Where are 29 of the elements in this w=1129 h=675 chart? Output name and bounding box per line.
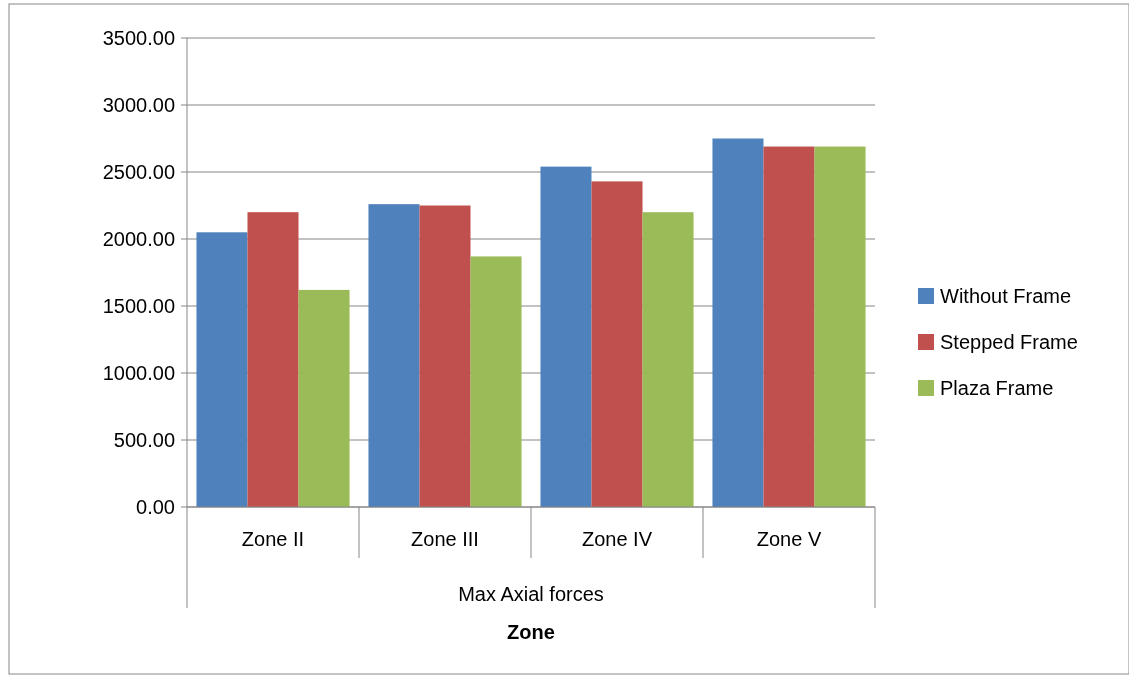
y-tick-label: 2500.00 [102,161,175,183]
bar [368,204,420,507]
bar [419,205,471,507]
y-tick-label: 3000.00 [102,94,175,116]
bar [763,146,815,507]
y-tick-label: 500.00 [113,429,175,451]
y-tick-label: 2000.00 [102,228,175,250]
bar [642,212,694,507]
bar [247,212,299,507]
y-tick-label: 3500.00 [102,27,175,49]
y-tick-label: 1500.00 [102,295,175,317]
x-tick-label: Zone IV [581,528,653,550]
x-axis-title: Zone [507,621,555,643]
bar [196,232,248,507]
legend-label: Without Frame [940,285,1072,307]
y-tick-label: 1000.00 [102,362,175,384]
x-tick-label: Zone II [241,528,305,550]
bar [298,289,350,507]
bar [470,256,522,507]
bar [814,146,866,507]
x-tick-label: Zone V [756,528,822,550]
x-tick-label: Zone III [411,528,479,550]
y-tick-label: 0.00 [136,496,175,518]
bar [591,181,643,507]
bar [712,138,764,507]
legend-label: Stepped Frame [940,331,1078,353]
bar [540,166,592,507]
text: Max Axial forces [458,583,604,605]
legend-label: Plaza Frame [940,377,1054,399]
